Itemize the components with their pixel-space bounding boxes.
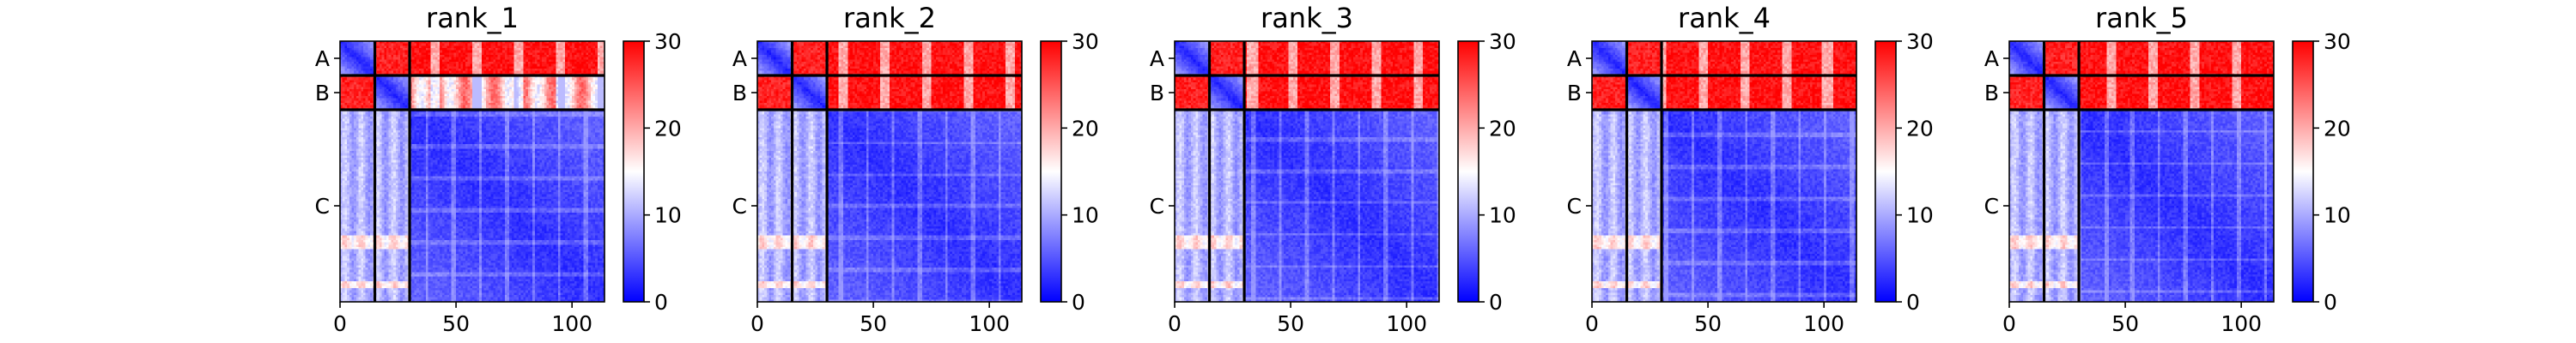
colorbar-tick-label: 30 [1489,29,1516,54]
chain-label: C [732,194,747,219]
x-tick-label: 100 [1386,311,1427,336]
x-tick-label: 50 [860,311,887,336]
x-tick-label: 0 [2002,311,2016,336]
x-tick-label: 50 [1694,311,1722,336]
pae-panel-1: rank_1 AB C 0 50 100 0 10 20 30 [315,2,682,336]
chain-label: B [732,81,747,105]
x-tick-label: 0 [750,311,764,336]
colorbar [623,41,644,302]
chain-label: A [732,46,747,71]
panel-title: rank_2 [843,2,936,34]
x-tick-label: 0 [1168,311,1182,336]
x-tick-label: 50 [442,311,470,336]
heatmap-frame [756,40,1023,303]
colorbar-tick-label: 30 [1072,29,1099,54]
x-tick-label: 100 [969,311,1010,336]
chain-label: C [1150,194,1164,219]
colorbar-tick-label: 0 [1489,290,1503,315]
x-tick-label: 50 [1277,311,1304,336]
colorbar [1458,41,1479,302]
colorbar-tick-label: 10 [1072,203,1099,228]
colorbar-frame [2292,40,2314,303]
colorbar-frame [1874,40,1897,303]
colorbar-tick-label: 20 [1072,116,1099,141]
pae-panel-4: rank_4 AB C 0 50 100 0 10 20 30 [1567,2,1934,336]
chain-label: C [315,194,330,219]
heatmap-frame [1591,40,1857,303]
x-tick-label: 50 [2111,311,2139,336]
x-tick-label: 100 [2221,311,2262,336]
colorbar-tick-label: 30 [1906,29,1934,54]
colorbar-frame [1040,40,1062,303]
colorbar-tick-label: 0 [2324,290,2337,315]
colorbar-tick-label: 20 [2324,116,2351,141]
pae-heatmap-image [1175,41,1439,302]
colorbar-tick-label: 20 [1489,116,1516,141]
colorbar-tick-label: 0 [654,290,668,315]
colorbar-tick-label: 0 [1906,290,1920,315]
colorbar [1041,41,1061,302]
panel-title: rank_4 [1678,2,1771,34]
colorbar-frame [623,40,645,303]
panel-title: rank_3 [1261,2,1353,34]
colorbar-tick-label: 10 [1906,203,1934,228]
chain-label: B [1567,81,1582,105]
colorbar-frame [1457,40,1479,303]
colorbar-tick-label: 20 [1906,116,1934,141]
colorbar-tick-label: 30 [2324,29,2351,54]
x-tick-label: 100 [1803,311,1844,336]
chain-label: B [1984,81,1999,105]
colorbar-tick-label: 0 [1072,290,1085,315]
pae-heatmap-image [340,41,605,302]
x-tick-label: 0 [333,311,347,336]
chain-label: A [1150,46,1164,71]
pae-heatmap-image [2009,41,2274,302]
chain-label: A [1984,46,1999,71]
colorbar-tick-label: 10 [1489,203,1516,228]
pae-heatmap-image [1592,41,1856,302]
panel-title: rank_1 [426,2,519,34]
chain-label: B [1150,81,1164,105]
chain-label: C [1984,194,1999,219]
colorbar [1875,41,1896,302]
heatmap-frame [2008,40,2275,303]
chain-label: B [315,81,330,105]
x-tick-label: 0 [1585,311,1599,336]
pae-panel-5: rank_5 AB C 0 50 100 0 10 20 30 [1984,2,2351,336]
heatmap-frame [1174,40,1440,303]
x-tick-label: 100 [551,311,592,336]
colorbar-tick-label: 10 [2324,203,2351,228]
pae-panel-2: rank_2 AB C 0 50 100 0 10 20 30 [732,2,1099,336]
chain-label: A [315,46,330,71]
colorbar [2293,41,2313,302]
chain-label: A [1567,46,1582,71]
pae-heatmap-image [757,41,1022,302]
panel-title: rank_5 [2095,2,2188,34]
colorbar-tick-label: 20 [654,116,682,141]
colorbar-tick-label: 10 [654,203,682,228]
heatmap-frame [339,40,605,303]
chain-label: C [1567,194,1582,219]
colorbar-tick-label: 30 [654,29,682,54]
pae-panel-3: rank_3 AB C 0 50 100 0 10 20 30 [1150,2,1516,336]
